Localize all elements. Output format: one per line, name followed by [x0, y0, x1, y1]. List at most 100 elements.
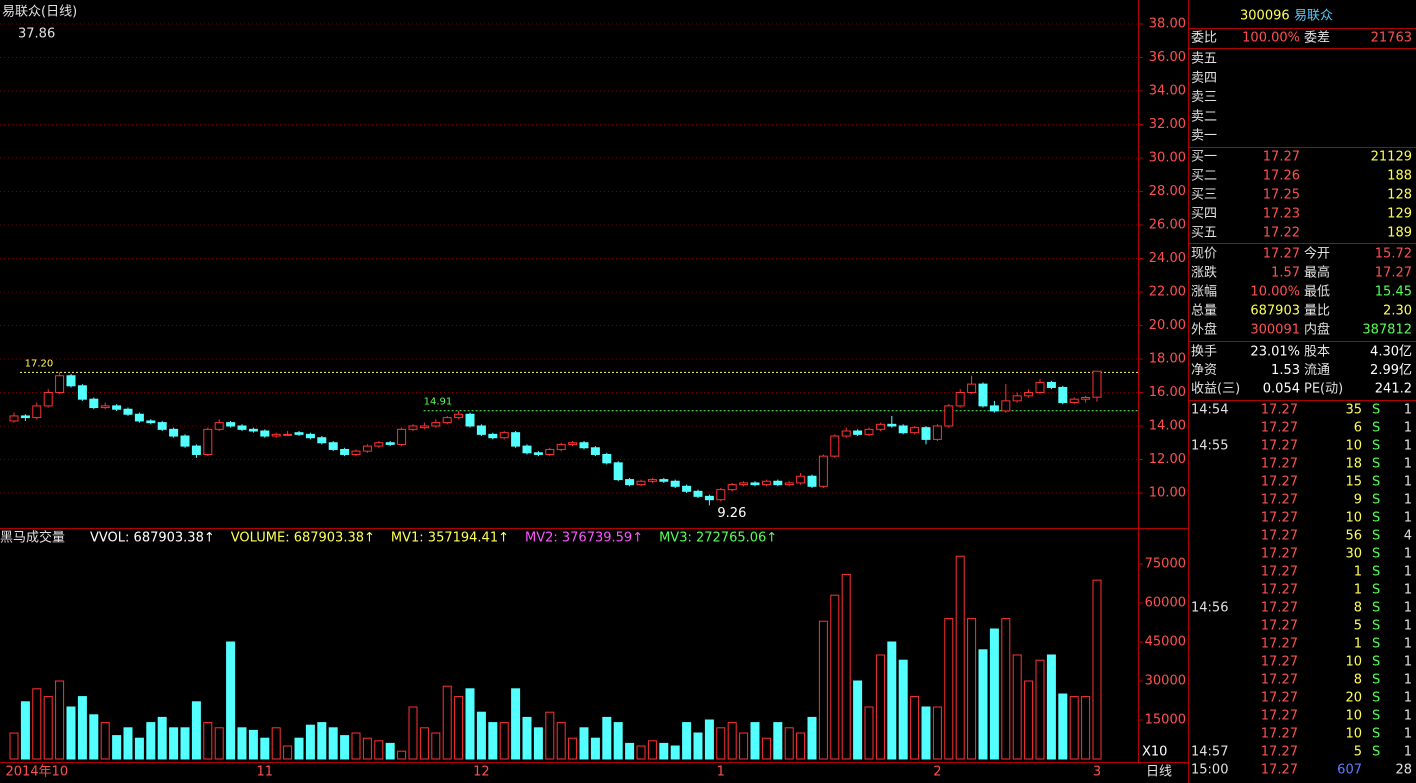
volume-bar	[362, 737, 372, 760]
quote-value: 17.27	[1375, 266, 1412, 281]
tick-volume: 1	[1354, 565, 1362, 580]
y-tick-label: 15000	[1145, 712, 1186, 727]
volume-bar	[77, 696, 87, 760]
tick-side: S	[1372, 493, 1380, 508]
quote-label: 净资	[1191, 363, 1217, 378]
bid-volume: 189	[1387, 226, 1412, 241]
x-tick-label: 2014年10	[5, 765, 68, 780]
candle-body	[283, 433, 293, 436]
candle-body	[374, 442, 384, 447]
y-tick-label: 45000	[1145, 634, 1186, 649]
ask-label: 卖四	[1191, 71, 1217, 86]
tick-side: S	[1372, 475, 1380, 490]
candle-body	[522, 445, 532, 454]
tick-side: S	[1372, 691, 1380, 706]
tick-count: 1	[1404, 745, 1412, 760]
volume-bar	[260, 737, 270, 760]
tick-count: 1	[1404, 727, 1412, 742]
quote-value: 4.30亿	[1370, 345, 1412, 360]
y-tick-label: 36.00	[1149, 50, 1186, 65]
tick-side: S	[1372, 709, 1380, 724]
candle-body	[898, 425, 908, 434]
volume-bar	[317, 722, 327, 760]
candle-body	[43, 391, 53, 407]
volume-bar	[1012, 654, 1022, 760]
volume-bar	[716, 727, 726, 760]
tick-count: 1	[1404, 403, 1412, 418]
volume-bar	[818, 620, 828, 760]
volume-bar	[112, 735, 122, 760]
tick-side: S	[1372, 439, 1380, 454]
y-tick-label: 12.00	[1149, 452, 1186, 467]
period-label: 日线	[1146, 765, 1172, 780]
volume-bar	[1001, 618, 1011, 760]
quote-label: 今开	[1304, 246, 1330, 262]
candle-body	[328, 442, 338, 450]
tick-side: S	[1372, 547, 1380, 562]
y-tick-label: 32.00	[1149, 117, 1186, 132]
volume-bar	[761, 737, 771, 760]
candle-body	[100, 405, 110, 409]
tick-count: 1	[1404, 421, 1412, 436]
volume-bar	[328, 727, 338, 760]
bid-price: 17.27	[1263, 150, 1300, 165]
tick-count: 1	[1404, 475, 1412, 490]
volume-bar	[271, 727, 281, 760]
candle-body	[1046, 381, 1056, 388]
volume-bar	[1081, 696, 1091, 760]
volume-bar	[237, 727, 247, 760]
candle-body	[317, 437, 327, 444]
candle-body	[750, 482, 760, 486]
tick-time: 14:57	[1191, 745, 1228, 760]
tick-volume: 1	[1354, 583, 1362, 598]
candle-body	[431, 422, 441, 427]
quote-label: 涨跌	[1191, 265, 1217, 281]
y-tick-label: 24.00	[1149, 251, 1186, 266]
y-tick-label: 14.00	[1149, 418, 1186, 433]
candle-body	[967, 383, 977, 393]
candle-body	[853, 430, 863, 435]
candle-body	[305, 433, 315, 439]
volume-bar	[214, 727, 224, 760]
y-tick-label: 22.00	[1149, 284, 1186, 299]
candle-body	[499, 432, 509, 439]
bid-volume: 21129	[1371, 150, 1412, 165]
volume-bar	[454, 696, 464, 760]
tick-count: 1	[1404, 619, 1412, 634]
tick-count: 1	[1404, 673, 1412, 688]
volume-bar	[921, 706, 931, 760]
volume-bar	[1035, 659, 1045, 760]
volume-bar	[978, 649, 988, 760]
bid-volume: 188	[1387, 169, 1412, 184]
volume-bar	[499, 722, 509, 760]
quote-value: 241.2	[1375, 382, 1412, 397]
volume-bar	[807, 716, 817, 760]
candle-body	[66, 375, 76, 387]
quote-value: 1.53	[1271, 363, 1300, 378]
volume-bar	[773, 722, 783, 760]
volume-bar	[647, 740, 657, 760]
volume-bar	[226, 641, 236, 760]
quote-value: 100.00%	[1242, 31, 1300, 46]
candle-body	[1081, 397, 1091, 400]
volume-bar	[693, 732, 703, 760]
y-tick-label: 18.00	[1149, 351, 1186, 366]
candle-body	[1012, 395, 1022, 402]
volume-bar	[146, 722, 156, 760]
tick-volume: 607	[1337, 763, 1362, 778]
candle-body	[773, 480, 783, 486]
volume-bar	[465, 688, 475, 760]
volume-bar	[511, 688, 521, 760]
volume-bar	[704, 719, 714, 760]
tick-volume: 10	[1345, 655, 1362, 670]
bid-price: 17.22	[1263, 226, 1300, 241]
quote-value: 1.57	[1271, 266, 1300, 281]
tick-side: S	[1372, 529, 1380, 544]
volume-bar	[545, 711, 555, 760]
candle-body	[921, 427, 931, 440]
y-tick-label: 10.00	[1149, 485, 1186, 500]
candle-body	[294, 432, 304, 435]
bid-price: 17.23	[1263, 207, 1300, 222]
indicator-label: VOLUME: 687903.38↑	[231, 531, 375, 546]
